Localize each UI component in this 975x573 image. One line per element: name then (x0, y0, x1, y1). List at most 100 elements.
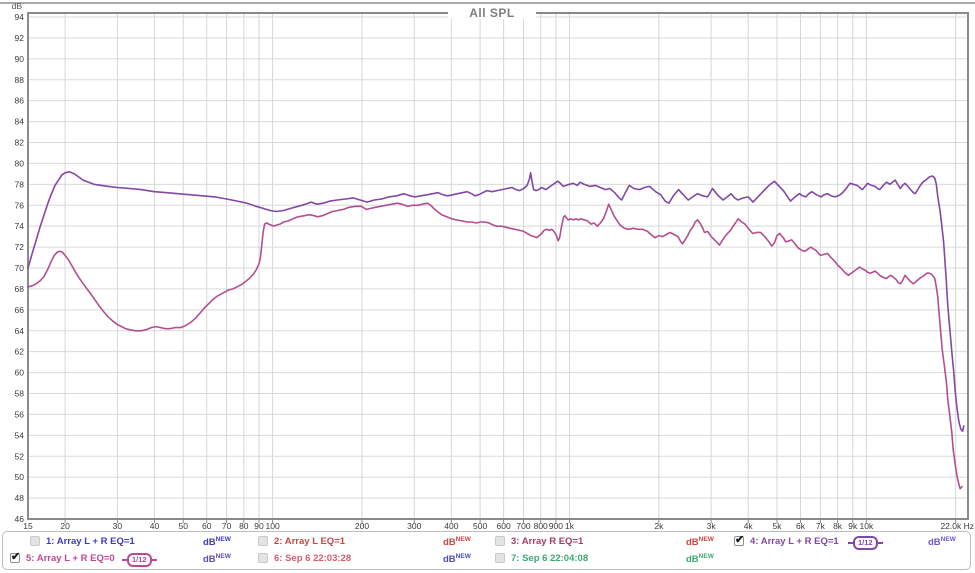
measurement-checkbox[interactable] (258, 536, 268, 546)
measurement-label[interactable]: 6: Sep 6 22:03:28 (274, 553, 352, 564)
legend-row: 5: Array L + R EQ=0 1/12 dBNEW 6: Sep 6 22:… (3, 550, 970, 568)
y-tick-label: 50 (15, 472, 25, 482)
y-tick-label: 80 (15, 158, 25, 168)
x-tick-label: 10k (859, 521, 873, 531)
smoothing-badge: 1/12 (848, 536, 883, 550)
unit-superscript: NEW (698, 553, 714, 560)
x-tick-label: 50 (178, 521, 188, 531)
x-tick-label: 70 (222, 521, 232, 531)
smoothing-value: 1/12 (127, 553, 152, 567)
y-tick-label: 70 (15, 263, 25, 273)
badge-lead-left (122, 559, 127, 561)
x-tick-label: 4k (744, 521, 754, 531)
y-tick-label: 64 (15, 326, 25, 336)
y-tick-label: 72 (15, 242, 25, 252)
x-tick-label: 6k (796, 521, 806, 531)
y-tick-label: 58 (15, 389, 25, 399)
y-tick-label: 86 (15, 96, 25, 106)
unit-superscript: NEW (940, 536, 956, 543)
chart-traces (27, 171, 965, 490)
smoothing-value: 1/12 (853, 536, 878, 550)
y-axis-unit-label: dB (12, 1, 23, 11)
measurement-label[interactable]: 3: Array R EQ=1 (511, 536, 584, 547)
y-tick-label: 62 (15, 347, 25, 357)
x-tick-label: 80 (239, 521, 249, 531)
y-tick-label: 66 (15, 305, 25, 315)
y-tick-label: 52 (15, 451, 25, 461)
x-tick-label: 15 (23, 521, 33, 531)
x-tick-label: 9k (848, 521, 858, 531)
y-tick-label: 60 (15, 368, 25, 378)
x-tick-label: 30 (113, 521, 123, 531)
x-tick-label: 90 (254, 521, 264, 531)
unit-label: dBNEW (443, 536, 471, 549)
measurement-checkbox[interactable] (734, 533, 744, 546)
measurement-label[interactable]: 1: Array L + R EQ=1 (46, 536, 135, 547)
y-tick-label: 68 (15, 284, 25, 294)
chart-title-group: All SPL (448, 6, 536, 20)
x-tick-label: 22.0k Hz (940, 521, 974, 531)
smoothing-badge: 1/12 (122, 553, 157, 567)
trace-5 (27, 202, 963, 490)
y-tick-label: 46 (15, 514, 25, 524)
y-tick-label: 54 (15, 430, 25, 440)
y-tick-label: 74 (15, 221, 25, 231)
y-tick-label: 48 (15, 493, 25, 503)
measurement-checkbox[interactable] (495, 553, 505, 563)
unit-label: dBNEW (443, 553, 471, 566)
y-tick-label: 84 (15, 117, 25, 127)
spl-chart: 46 48 50 52 54 56 58 60 62 64 66 68 70 72 74 76 78 80 82 84… (12, 1, 974, 531)
y-tick-label: 92 (15, 33, 25, 43)
x-tick-label: 2k (654, 521, 664, 531)
unit-superscript: NEW (455, 536, 471, 543)
measurement-label[interactable]: 5: Array L + R EQ=0 (26, 553, 115, 564)
y-tick-label: 94 (15, 12, 25, 22)
badge-lead-right (151, 559, 157, 561)
x-tick-label: 700 (516, 521, 530, 531)
x-tick-label: 600 (497, 521, 511, 531)
trace-4 (27, 171, 965, 432)
unit-label: dBNEW (203, 536, 231, 549)
y-tick-label: 82 (15, 138, 25, 148)
measurement-checkbox[interactable] (10, 550, 20, 563)
chart-axis-ticks: 46 48 50 52 54 56 58 60 62 64 66 68 70 72 74 76 78 80 82 84… (15, 12, 974, 531)
plot-background (28, 13, 968, 519)
x-tick-label: 300 (407, 521, 421, 531)
unit-label: dBNEW (928, 536, 956, 549)
measurement-label[interactable]: 2: Array L EQ=1 (274, 536, 346, 547)
unit-label: dBNEW (203, 553, 231, 566)
x-tick-label: 3k (707, 521, 717, 531)
unit-superscript: NEW (215, 536, 231, 543)
x-tick-label: 1k (565, 521, 575, 531)
y-tick-label: 76 (15, 200, 25, 210)
measurement-checkbox[interactable] (258, 553, 268, 563)
x-tick-label: 40 (150, 521, 160, 531)
x-tick-label: 100 (266, 521, 280, 531)
unit-label: dBNEW (686, 536, 714, 549)
chart-title-backdrop (448, 7, 536, 19)
x-tick-label: 7k (816, 521, 826, 531)
x-tick-label: 400 (444, 521, 458, 531)
measurement-checkbox[interactable] (30, 536, 40, 546)
window-top-border (0, 2, 975, 4)
x-tick-label: 20 (60, 521, 70, 531)
badge-lead-left (848, 542, 853, 544)
x-tick-label: 5k (772, 521, 782, 531)
x-tick-label: 8k (833, 521, 843, 531)
x-tick-label: 200 (355, 521, 369, 531)
chart-title: All SPL (469, 6, 515, 20)
measurement-label[interactable]: 4: Array L + R EQ=1 (750, 536, 839, 547)
measurement-checkbox[interactable] (495, 536, 505, 546)
legend-row: 1: Array L + R EQ=1 dBNEW 2: Array L EQ=1 d… (3, 533, 970, 551)
measurement-label[interactable]: 7: Sep 6 22:04:08 (511, 553, 589, 564)
x-tick-label: 800 (534, 521, 548, 531)
legend-panel: 1: Array L + R EQ=1 dBNEW 2: Array L EQ=1 d… (2, 531, 971, 570)
x-tick-label: 500 (473, 521, 487, 531)
chart-gridlines (28, 13, 968, 519)
y-tick-label: 88 (15, 75, 25, 85)
unit-superscript: NEW (698, 536, 714, 543)
y-tick-label: 56 (15, 409, 25, 419)
y-tick-label: 78 (15, 179, 25, 189)
unit-superscript: NEW (215, 553, 231, 560)
